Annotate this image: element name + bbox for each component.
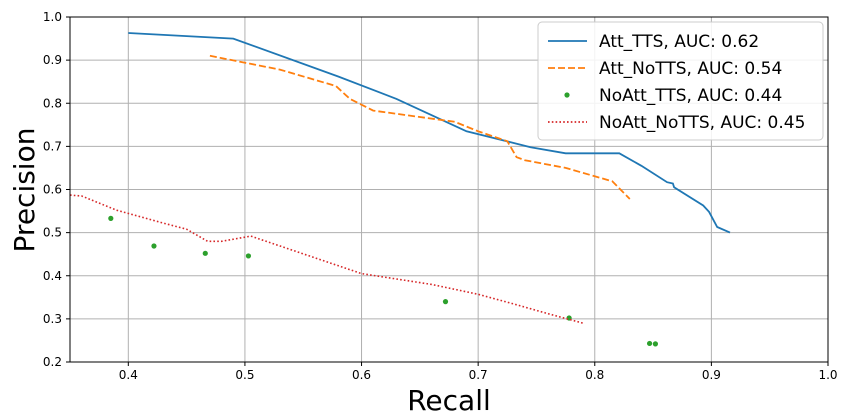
y-tick-label: 0.8	[43, 96, 62, 110]
data-point	[151, 243, 157, 249]
y-tick-label: 0.6	[43, 183, 62, 197]
series-line	[209, 54, 631, 200]
legend: Att_TTS, AUC: 0.62 Att_NoTTS, AUC: 0.54 No…	[537, 21, 824, 141]
data-point	[108, 215, 114, 221]
legend-box	[537, 21, 824, 141]
legend-marker	[564, 92, 570, 98]
data-point	[646, 340, 653, 347]
x-tick-label: 0.8	[585, 368, 604, 382]
series-dashed	[209, 54, 631, 200]
data-point	[245, 253, 252, 259]
x-tick-label: 0.7	[469, 368, 488, 382]
x-tick-label: 0.6	[352, 368, 371, 382]
legend-label: Att_TTS, AUC: 0.62	[599, 32, 759, 52]
x-axis-ticks: 0.4 0.5 0.6 0.7 0.8 0.9 1.0	[119, 362, 838, 382]
y-tick-label: 0.2	[43, 355, 62, 369]
x-tick-label: 0.9	[702, 368, 721, 382]
legend-label: NoAtt_TTS, AUC: 0.44	[599, 86, 782, 106]
y-tick-label: 1.0	[43, 10, 62, 24]
legend-entry: Att_NoTTS, AUC: 0.54	[548, 59, 782, 79]
series-line	[69, 194, 584, 324]
x-tick-label: 0.5	[235, 368, 254, 382]
series-solid	[128, 32, 731, 234]
data-point	[202, 250, 208, 256]
y-tick-label: 0.4	[43, 269, 62, 283]
series-layer	[69, 32, 731, 347]
legend-entry: NoAtt_TTS, AUC: 0.44	[564, 86, 782, 106]
series-line	[128, 32, 731, 234]
legend-label: Att_NoTTS, AUC: 0.54	[599, 59, 782, 79]
x-tick-label: 1.0	[818, 368, 837, 382]
data-point	[442, 299, 449, 305]
legend-label: NoAtt_NoTTS, AUC: 0.45	[599, 113, 805, 133]
y-axis-title: Precision	[8, 128, 41, 253]
x-tick-label: 0.4	[119, 368, 138, 382]
series-dotted	[69, 194, 584, 324]
series-markers	[108, 215, 659, 347]
y-axis-ticks: 0.2 0.3 0.4 0.5 0.6 0.7 0.8 0.9 1.0	[43, 10, 70, 369]
legend-entry: Att_TTS, AUC: 0.62	[548, 32, 759, 52]
y-tick-label: 0.7	[43, 139, 62, 153]
y-tick-label: 0.9	[43, 53, 62, 67]
x-axis-title: Recall	[407, 384, 491, 412]
legend-entry: NoAtt_NoTTS, AUC: 0.45	[548, 113, 805, 133]
y-tick-label: 0.3	[43, 312, 62, 326]
y-tick-label: 0.5	[43, 226, 62, 240]
data-point	[652, 341, 659, 347]
